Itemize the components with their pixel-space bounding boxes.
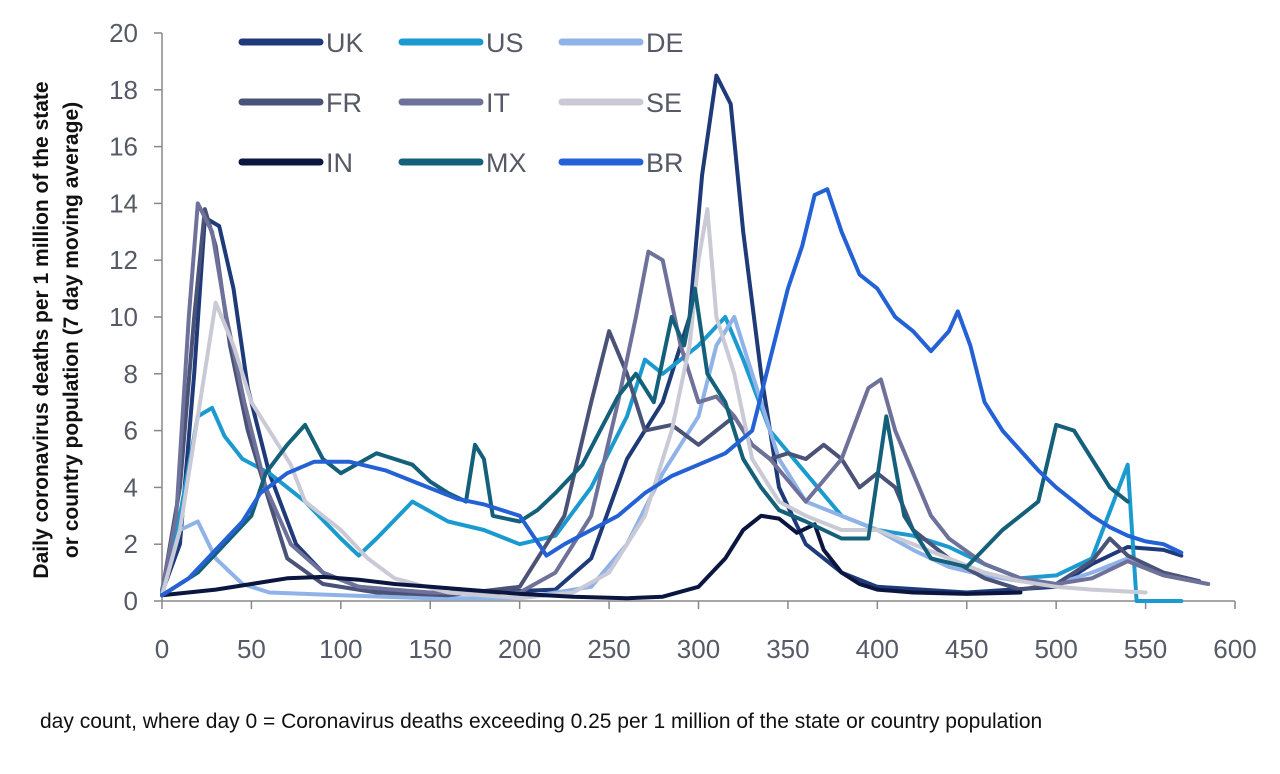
y-tick-label: 0 (124, 586, 138, 616)
legend: UK US DE FR IT SE IN MX BR (238, 28, 684, 178)
series-line-uk (160, 73, 1184, 595)
series-line-fr (160, 207, 1202, 598)
legend-label-se: SE (646, 88, 682, 118)
x-axis-ticks: 0 50 100 150 200 250 300 350 400 450 500 550 600 (155, 601, 1257, 664)
legend-label-mx: MX (486, 148, 527, 178)
y-tick-label: 10 (109, 302, 138, 332)
x-tick-label: 50 (237, 634, 266, 664)
series-line-it (160, 201, 1211, 595)
y-tick-label: 16 (109, 132, 138, 162)
y-tick-label: 2 (124, 529, 138, 559)
y-tick-label: 8 (124, 359, 138, 389)
series-line-se (160, 207, 1148, 601)
x-tick-label: 100 (319, 634, 362, 664)
x-tick-label: 0 (155, 634, 169, 664)
legend-label-uk: UK (326, 28, 364, 58)
y-tick-label: 4 (124, 472, 138, 502)
legend-label-us: US (486, 28, 524, 58)
y-axis-ticks: 0 2 4 6 8 10 12 14 16 18 20 (109, 18, 162, 616)
x-tick-label: 200 (498, 634, 541, 664)
x-tick-label: 550 (1124, 634, 1167, 664)
y-tick-label: 12 (109, 245, 138, 275)
series-line-br (160, 187, 1184, 598)
legend-label-br: BR (646, 148, 684, 178)
y-tick-label: 14 (109, 188, 138, 218)
y-tick-label: 18 (109, 75, 138, 105)
x-axis-title: day count, where day 0 = Coronavirus dea… (40, 710, 1043, 733)
x-tick-label: 450 (945, 634, 988, 664)
x-tick-label: 300 (677, 634, 720, 664)
x-tick-label: 150 (409, 634, 452, 664)
y-axis-title: Daily coronavirus deaths per 1 million o… (30, 81, 83, 578)
series-line-mx (160, 286, 1130, 598)
series-lines (160, 73, 1211, 603)
legend-label-it: IT (486, 88, 510, 118)
legend-label-fr: FR (326, 88, 362, 118)
x-tick-label: 600 (1213, 634, 1256, 664)
legend-label-in: IN (326, 148, 353, 178)
x-tick-label: 350 (766, 634, 809, 664)
y-tick-label: 6 (124, 416, 138, 446)
y-tick-label: 20 (109, 18, 138, 48)
series-line-in (160, 513, 1023, 601)
y-axis-title-line-2: or country population (7 day moving aver… (60, 102, 83, 558)
x-tick-label: 400 (856, 634, 899, 664)
y-axis-title-line-1: Daily coronavirus deaths per 1 million o… (30, 81, 53, 578)
x-tick-label: 500 (1034, 634, 1077, 664)
x-tick-label: 250 (587, 634, 630, 664)
legend-label-de: DE (646, 28, 684, 58)
